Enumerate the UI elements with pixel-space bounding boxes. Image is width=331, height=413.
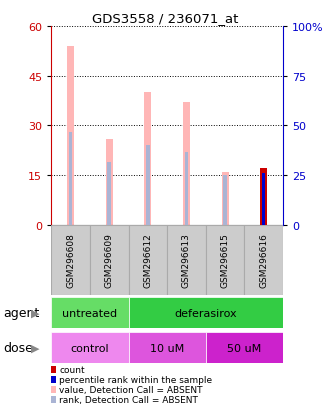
Text: untreated: untreated: [62, 308, 118, 318]
Text: agent: agent: [3, 306, 40, 319]
Bar: [206, 332, 283, 363]
Bar: [262, 173, 265, 225]
Bar: [51, 297, 128, 328]
Bar: [128, 297, 283, 328]
Bar: [69, 133, 72, 225]
Text: ▶: ▶: [30, 308, 39, 318]
Text: GDS3558 / 236071_at: GDS3558 / 236071_at: [92, 12, 239, 25]
Text: value, Detection Call = ABSENT: value, Detection Call = ABSENT: [59, 385, 203, 394]
Text: percentile rank within the sample: percentile rank within the sample: [59, 375, 213, 384]
Text: 50 uM: 50 uM: [227, 343, 261, 353]
Bar: [67, 47, 74, 225]
Text: GSM296608: GSM296608: [66, 233, 75, 287]
Bar: [260, 169, 267, 225]
Text: GSM296616: GSM296616: [259, 233, 268, 287]
Text: deferasirox: deferasirox: [174, 308, 237, 318]
Text: 10 uM: 10 uM: [150, 343, 184, 353]
Text: rank, Detection Call = ABSENT: rank, Detection Call = ABSENT: [59, 395, 198, 404]
Bar: [146, 146, 150, 225]
Bar: [167, 225, 206, 295]
Bar: [183, 103, 190, 225]
Bar: [144, 93, 151, 225]
Text: control: control: [71, 343, 109, 353]
Bar: [51, 332, 128, 363]
Text: dose: dose: [3, 342, 33, 354]
Text: ▶: ▶: [30, 343, 39, 353]
Bar: [206, 225, 244, 295]
Text: GSM296613: GSM296613: [182, 233, 191, 287]
Bar: [185, 152, 188, 225]
Bar: [51, 225, 90, 295]
Text: GSM296615: GSM296615: [220, 233, 230, 287]
Bar: [128, 332, 206, 363]
Bar: [106, 139, 113, 225]
Bar: [90, 225, 128, 295]
Bar: [221, 172, 228, 225]
Text: GSM296612: GSM296612: [143, 233, 152, 287]
Text: GSM296609: GSM296609: [105, 233, 114, 287]
Bar: [244, 225, 283, 295]
Bar: [223, 176, 227, 225]
Bar: [128, 225, 167, 295]
Bar: [108, 162, 111, 225]
Text: count: count: [59, 365, 85, 374]
